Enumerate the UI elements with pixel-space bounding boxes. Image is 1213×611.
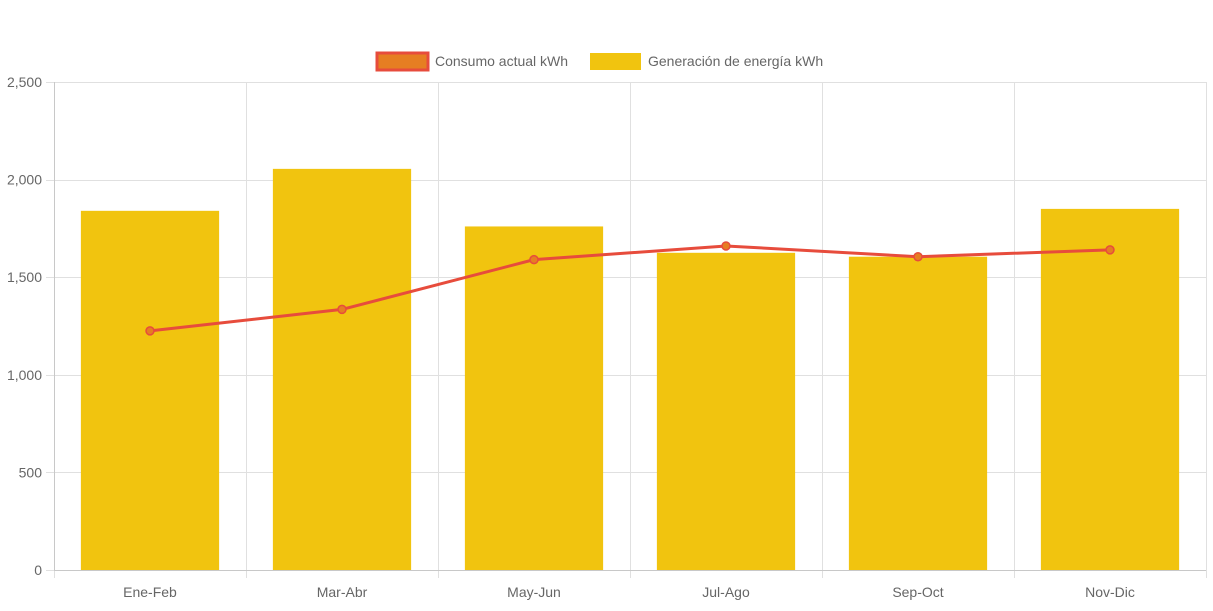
point-consumo[interactable] <box>529 254 539 265</box>
y-tick-label: 1,500 <box>7 269 42 285</box>
bar-generacion[interactable] <box>1040 208 1180 570</box>
legend-swatch-generacion <box>590 53 641 70</box>
axes: 0 500 1,000 1,500 2,000 2,500 Ene-Feb Mar-Abr Ma… <box>7 74 1206 600</box>
legend-item-consumo[interactable]: Consumo actual kWh <box>375 51 568 72</box>
point-consumo[interactable] <box>721 241 731 251</box>
x-tick-label: Ene-Feb <box>123 584 177 600</box>
x-tick-label: Jul-Ago <box>702 584 750 600</box>
legend-label-consumo: Consumo actual kWh <box>435 53 568 69</box>
bar-generacion[interactable] <box>464 226 604 570</box>
y-tick-label: 0 <box>34 562 42 578</box>
legend-item-generacion[interactable]: Generación de energía kWh <box>590 53 823 70</box>
point-consumo[interactable] <box>145 326 155 336</box>
bar-generacion[interactable] <box>848 256 988 570</box>
point-consumo[interactable] <box>913 251 923 262</box>
x-tick-label: May-Jun <box>507 584 561 600</box>
y-tick-label: 2,500 <box>7 74 42 90</box>
bar-generacion[interactable] <box>272 168 412 570</box>
bar-generacion[interactable] <box>656 252 796 571</box>
legend: Consumo actual kWh Generación de energía… <box>375 51 823 72</box>
y-tick-label: 1,000 <box>7 367 42 383</box>
x-tick-label: Sep-Oct <box>892 584 943 600</box>
y-tick-label: 2,000 <box>7 172 42 188</box>
x-tick-label: Mar-Abr <box>317 584 368 600</box>
point-consumo[interactable] <box>337 304 347 315</box>
line-consumo <box>149 244 1111 333</box>
grid <box>46 82 1207 578</box>
legend-swatch-consumo <box>375 51 430 72</box>
point-consumo[interactable] <box>1105 245 1115 255</box>
line-series <box>145 241 1115 336</box>
y-tick-label: 500 <box>19 464 43 480</box>
bars <box>80 168 1180 571</box>
bar-generacion[interactable] <box>80 210 220 570</box>
x-tick-label: Nov-Dic <box>1085 584 1135 600</box>
legend-label-generacion: Generación de energía kWh <box>648 53 823 69</box>
